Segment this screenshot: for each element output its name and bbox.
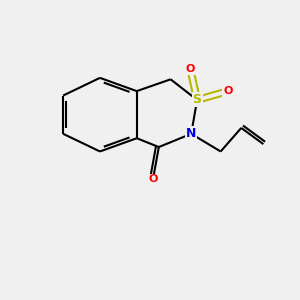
Text: N: N bbox=[186, 127, 196, 140]
Text: O: O bbox=[223, 86, 233, 96]
Text: O: O bbox=[148, 174, 158, 184]
Text: S: S bbox=[193, 93, 202, 106]
Text: O: O bbox=[186, 64, 195, 74]
